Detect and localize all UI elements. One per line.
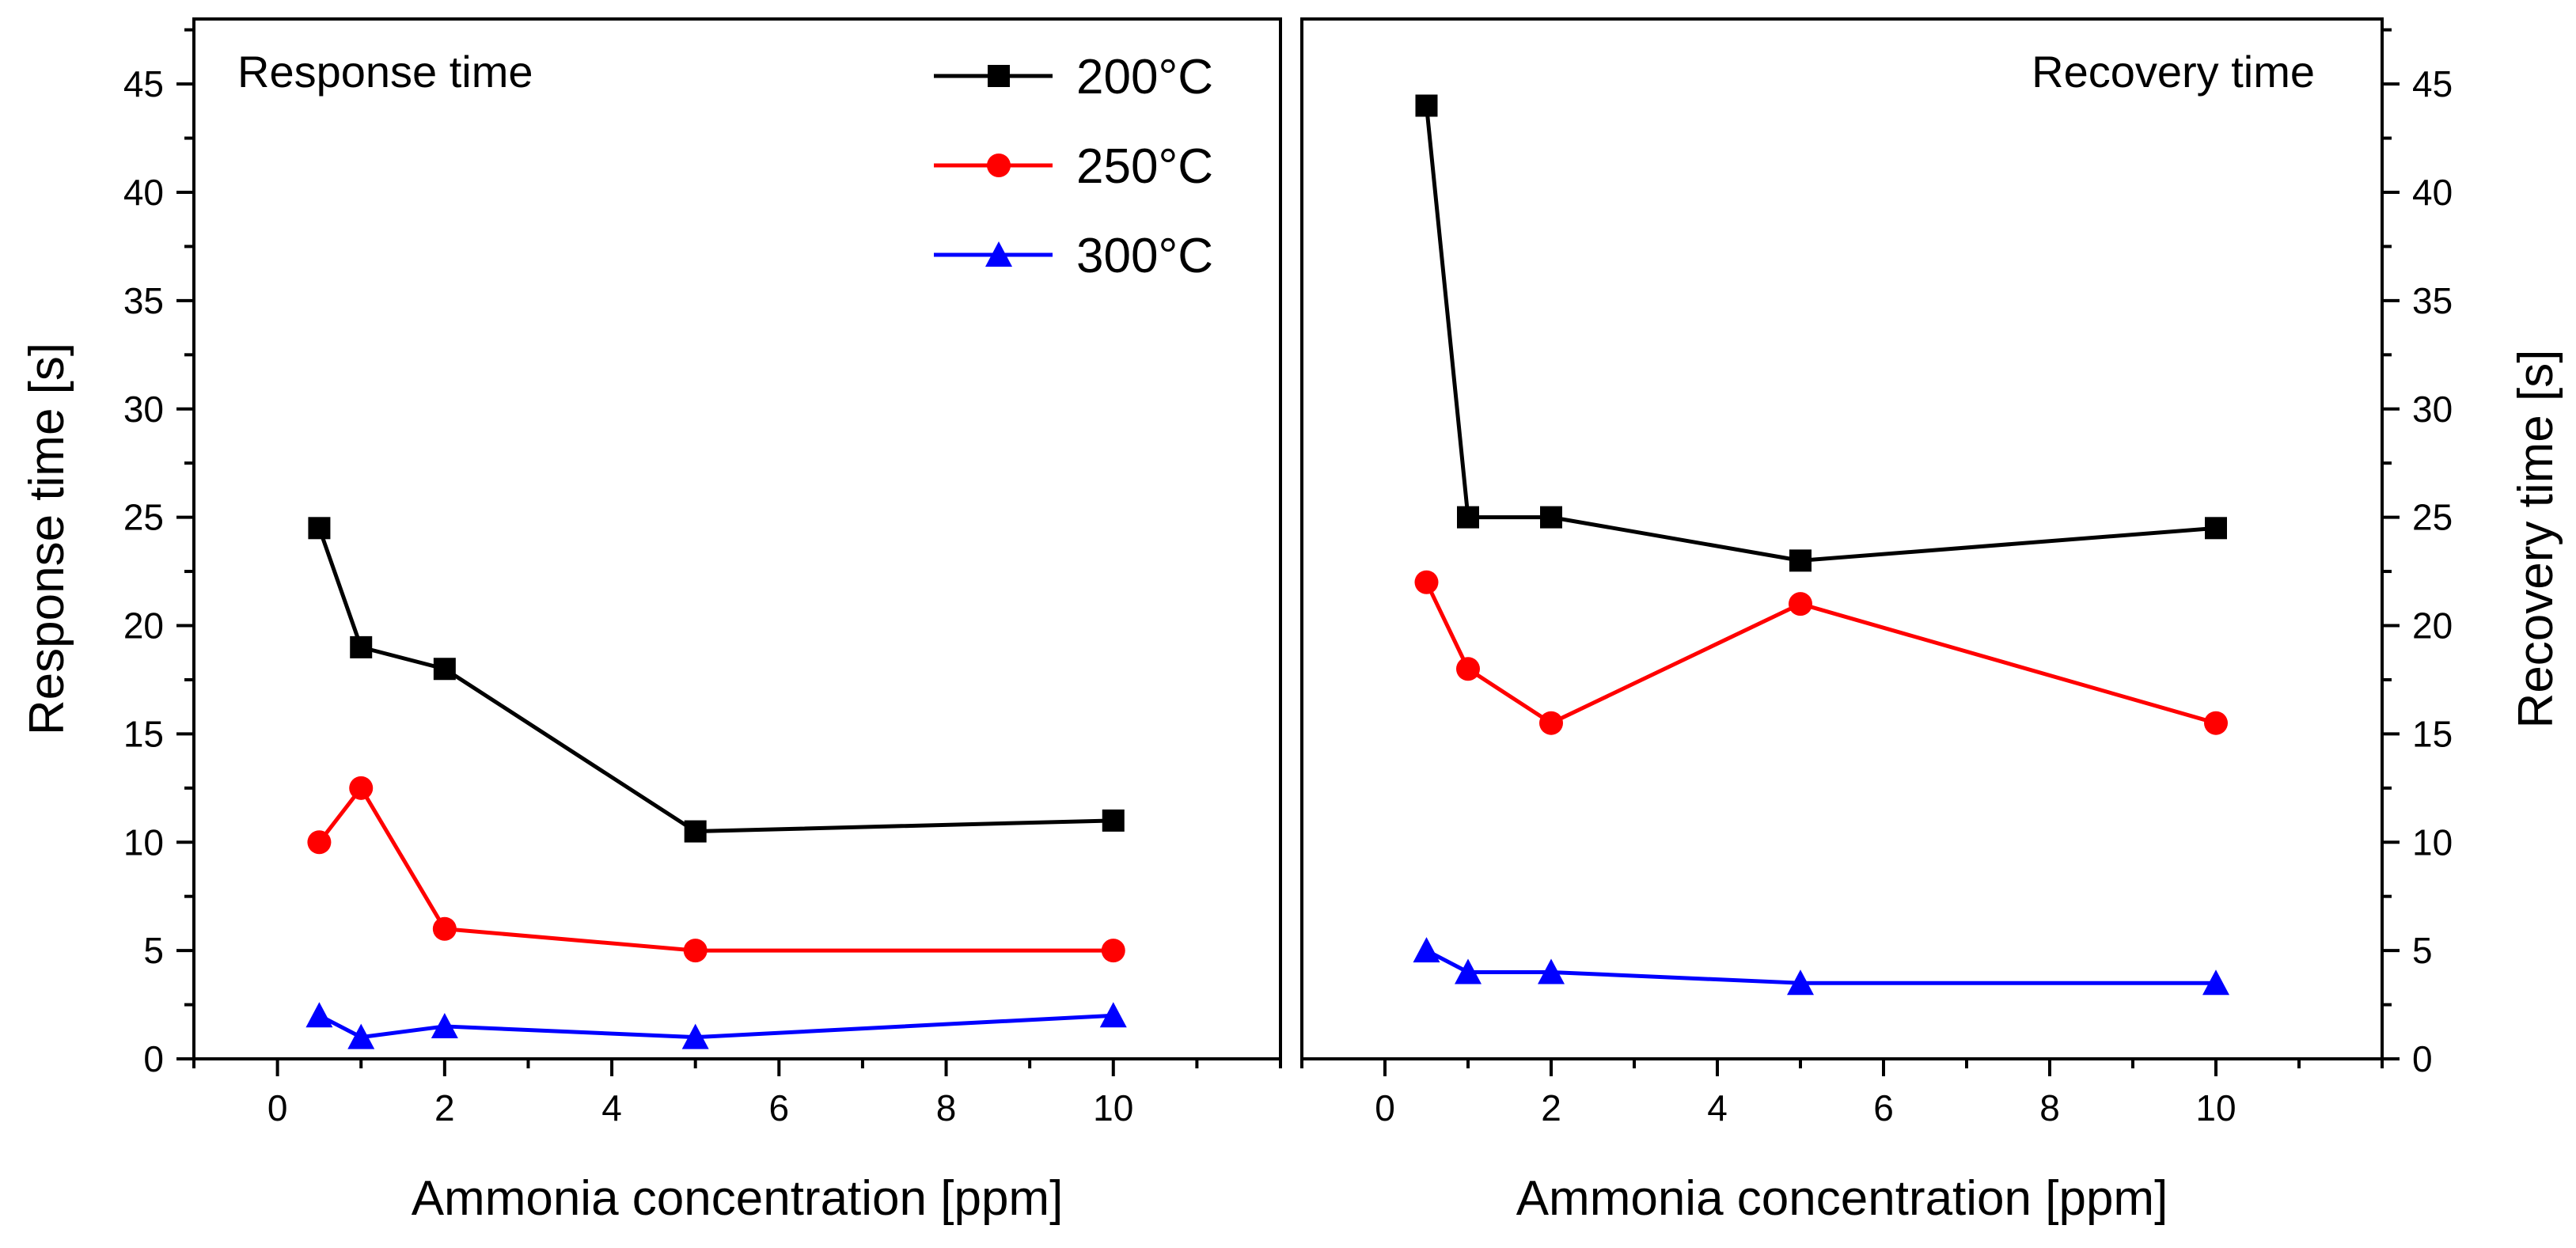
data-point-300c	[431, 1012, 458, 1038]
data-point-250c	[432, 916, 457, 941]
x-tick-label: 4	[1707, 1087, 1728, 1129]
y-tick-label: 10	[123, 821, 164, 863]
legend-marker	[988, 65, 1010, 87]
y-axis-label: Recovery time [s]	[2509, 350, 2563, 729]
legend-label: 250°C	[1076, 139, 1213, 194]
data-point-200c	[1789, 549, 1812, 572]
series-line-250c	[1425, 581, 2217, 726]
data-point-250c	[683, 939, 708, 963]
y-tick-label: 40	[2412, 172, 2453, 213]
x-tick-label: 4	[601, 1087, 622, 1129]
x-axis-label: Ammonia concentration [ppm]	[412, 1171, 1064, 1226]
data-point-250c	[1539, 711, 1563, 735]
x-tick-label: 8	[2039, 1087, 2060, 1129]
y-tick-label: 45	[123, 63, 164, 104]
y-tick-label: 0	[143, 1038, 164, 1079]
x-tick-label: 2	[434, 1087, 455, 1129]
y-tick-label: 20	[123, 605, 164, 647]
data-point-250c	[1789, 592, 1812, 616]
y-tick-label: 25	[123, 497, 164, 538]
y-tick-label: 0	[2412, 1038, 2433, 1079]
y-tick-label: 20	[2412, 605, 2453, 647]
y-tick-label: 15	[123, 713, 164, 754]
data-point-300c	[347, 1023, 375, 1049]
legend-label: 300°C	[1076, 229, 1213, 283]
y-tick-label: 35	[123, 280, 164, 321]
data-point-300c	[1455, 958, 1481, 984]
panel-title: Response time	[237, 47, 533, 97]
y-tick-label: 40	[123, 172, 164, 213]
plot-frame	[1300, 17, 2384, 1060]
y-tick-label: 5	[143, 930, 164, 971]
data-point-300c	[305, 1002, 333, 1028]
x-tick-label: 0	[1375, 1087, 1395, 1129]
data-point-250c	[1101, 939, 1125, 963]
series-line-200c	[1425, 105, 2217, 563]
y-tick-label: 5	[2412, 930, 2433, 971]
data-point-250c	[2204, 711, 2228, 735]
data-point-300c	[1413, 937, 1440, 963]
data-point-250c	[1456, 657, 1480, 681]
data-point-300c	[1787, 969, 1814, 996]
y-tick-label: 45	[2412, 63, 2453, 104]
legend-label: 200°C	[1076, 50, 1213, 104]
x-tick-label: 10	[2195, 1087, 2236, 1129]
data-point-200c	[2205, 517, 2227, 540]
y-tick-label: 15	[2412, 713, 2453, 754]
y-tick-label: 10	[2412, 821, 2453, 863]
y-tick-label: 25	[2412, 497, 2453, 538]
y-tick-label: 30	[2412, 389, 2453, 430]
plot-frame	[192, 17, 1282, 1060]
x-tick-label: 2	[1541, 1087, 1561, 1129]
data-point-200c	[1415, 94, 1438, 117]
panel-1: 0 2 4 6 8 10 0 5 10 15 20 25 30 35 40 45 Ammonia concent…	[20, 17, 1282, 1226]
x-tick-label: 0	[267, 1087, 288, 1129]
x-tick-label: 10	[1093, 1087, 1133, 1129]
legend-marker	[987, 154, 1011, 177]
data-point-200c	[350, 635, 373, 658]
x-tick-label: 8	[936, 1087, 957, 1129]
data-point-300c	[1538, 958, 1565, 984]
data-point-200c	[1102, 809, 1125, 832]
legend: 200°C 250°C 300°C	[934, 50, 1213, 283]
data-point-200c	[308, 517, 331, 540]
data-point-300c	[1099, 1002, 1127, 1028]
legend-marker	[985, 241, 1012, 267]
x-tick-label: 6	[1873, 1087, 1894, 1129]
data-point-300c	[681, 1023, 709, 1049]
data-point-250c	[1414, 570, 1439, 594]
y-axis-label: Response time [s]	[20, 343, 74, 735]
y-tick-label: 35	[2412, 280, 2453, 321]
y-tick-label: 30	[123, 389, 164, 430]
data-point-250c	[307, 830, 332, 855]
data-point-200c	[1457, 506, 1479, 529]
x-axis-label: Ammonia concentration [ppm]	[1516, 1171, 2168, 1226]
data-point-200c	[433, 658, 456, 681]
data-point-250c	[349, 776, 374, 800]
panel-2: 0 2 4 6 8 10 0 5 10 15 20 25 30 35 40 45 Ammonia concent…	[1300, 17, 2563, 1226]
data-point-300c	[2202, 969, 2229, 996]
data-point-200c	[684, 820, 707, 843]
x-tick-label: 6	[769, 1087, 790, 1129]
panel-title: Recovery time	[2032, 47, 2315, 97]
data-point-200c	[1540, 506, 1562, 529]
